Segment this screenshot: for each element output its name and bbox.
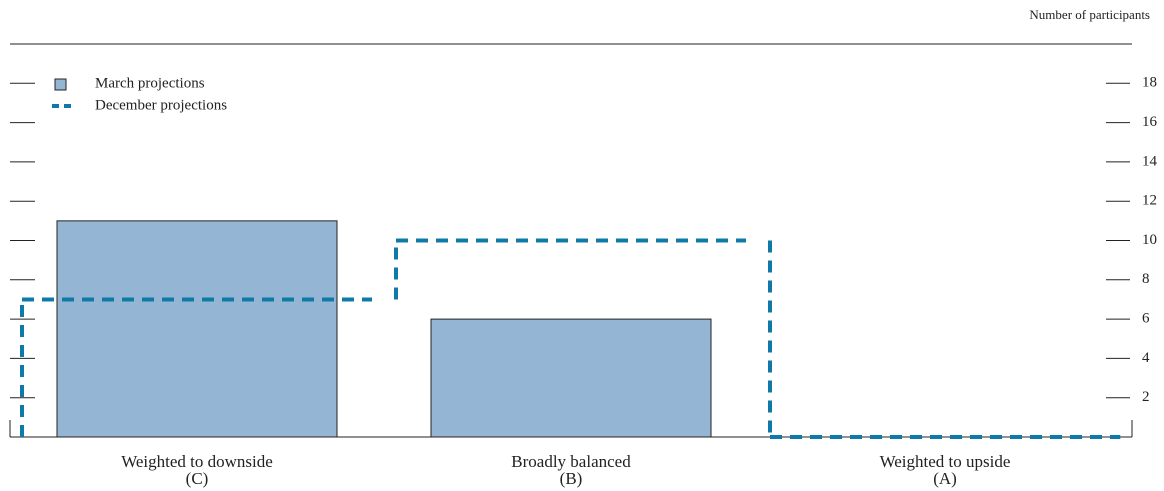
x-tick-label: Weighted to downside — [121, 452, 273, 471]
y-tick-label: 12 — [1142, 193, 1157, 209]
x-tick-label: Weighted to upside — [880, 452, 1011, 471]
x-tick-label: Broadly balanced — [511, 452, 631, 471]
legend-label: December projections — [95, 97, 227, 113]
y-tick-label: 16 — [1142, 114, 1158, 130]
y-tick-label: 4 — [1142, 350, 1150, 366]
y-tick-label: 18 — [1142, 75, 1157, 91]
y-tick-label: 6 — [1142, 311, 1150, 327]
legend-label: March projections — [95, 75, 205, 91]
axis-label: Number of participants — [1029, 7, 1150, 22]
bar — [430, 318, 712, 438]
y-tick-label: 8 — [1142, 271, 1150, 287]
y-tick-label: 14 — [1142, 153, 1158, 169]
x-tick-label: (B) — [560, 469, 583, 488]
y-tick-label: 2 — [1142, 389, 1150, 405]
legend-swatch — [54, 78, 67, 91]
y-tick-label: 10 — [1142, 232, 1157, 248]
x-tick-label: (C) — [186, 469, 209, 488]
x-tick-label: (A) — [933, 469, 957, 488]
bar — [56, 220, 338, 438]
